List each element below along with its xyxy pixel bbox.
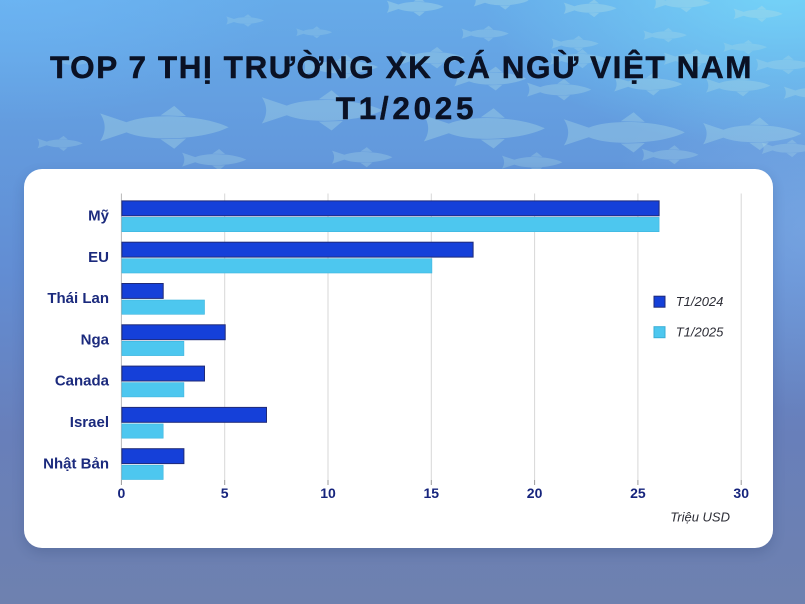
svg-text:30: 30 — [733, 485, 749, 501]
svg-text:Triệu USD: Triệu USD — [670, 510, 730, 525]
svg-text:Canada: Canada — [55, 373, 110, 390]
svg-text:Israel: Israel — [70, 414, 109, 431]
svg-text:10: 10 — [320, 485, 336, 501]
svg-text:T1/2024: T1/2024 — [676, 294, 724, 309]
svg-text:Nga: Nga — [81, 331, 110, 348]
svg-text:Mỹ: Mỹ — [88, 208, 109, 225]
svg-text:20: 20 — [527, 485, 543, 501]
svg-text:T1/2025: T1/2025 — [676, 325, 724, 340]
svg-text:Nhật Bản: Nhật Bản — [43, 455, 109, 472]
svg-text:25: 25 — [630, 485, 646, 501]
svg-text:0: 0 — [118, 485, 126, 501]
svg-text:15: 15 — [424, 485, 440, 501]
svg-text:EU: EU — [88, 249, 109, 266]
svg-text:5: 5 — [221, 485, 229, 501]
svg-text:Thái Lan: Thái Lan — [47, 290, 109, 307]
